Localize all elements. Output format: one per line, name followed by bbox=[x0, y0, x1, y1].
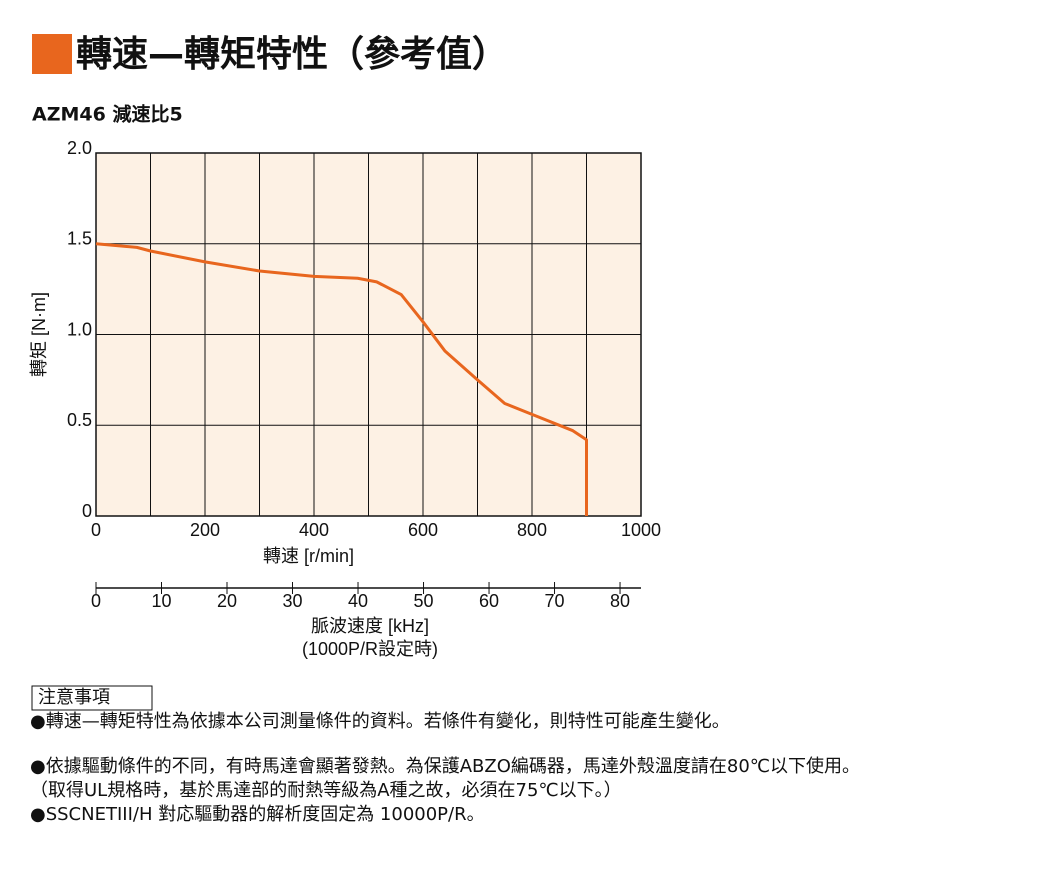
x2-axis-label: 脈波速度 [kHz] bbox=[311, 616, 429, 636]
x2-axis-sublabel: (1000P/R設定時) bbox=[302, 639, 438, 659]
title-marker bbox=[32, 34, 72, 74]
x2-tick-label: 60 bbox=[479, 591, 499, 611]
x2-tick-label: 20 bbox=[217, 591, 237, 611]
x-tick-label: 1000 bbox=[621, 520, 661, 540]
x-axis-label: 轉速 [r/min] bbox=[263, 546, 354, 566]
y-axis-label: 轉矩 [N·m] bbox=[29, 292, 49, 377]
x-tick-label: 200 bbox=[190, 520, 220, 540]
y-tick-label: 0 bbox=[82, 501, 92, 521]
x2-tick-label: 30 bbox=[282, 591, 302, 611]
x2-tick-label: 70 bbox=[545, 591, 565, 611]
y-tick-label: 1.0 bbox=[67, 319, 92, 339]
x-tick-label: 400 bbox=[299, 520, 329, 540]
x-tick-label: 800 bbox=[517, 520, 547, 540]
subtitle: AZM46 減速比5 bbox=[32, 103, 183, 126]
x2-tick-label: 40 bbox=[348, 591, 368, 611]
plot-frame bbox=[95, 152, 642, 517]
x2-tick-label: 80 bbox=[610, 591, 630, 611]
note-item: ●SSCNETIII/H 對応驅動器的解析度固定為 10000P/R。 bbox=[30, 804, 485, 825]
x2-tick-label: 50 bbox=[414, 591, 434, 611]
x-tick-label: 600 bbox=[408, 520, 438, 540]
x-tick-label: 0 bbox=[91, 520, 101, 540]
y-tick-label: 2.0 bbox=[67, 138, 92, 158]
y-tick-label: 0.5 bbox=[67, 410, 92, 430]
notes-heading: 注意事項 bbox=[38, 687, 110, 708]
x2-tick-label: 10 bbox=[151, 591, 171, 611]
notes-heading-box bbox=[31, 685, 153, 711]
note-item: ●轉速—轉矩特性為依據本公司測量條件的資料。若條件有變化，則特性可能產生變化。 bbox=[30, 711, 730, 732]
x2-tick-label: 0 bbox=[91, 591, 101, 611]
title: 轉速—轉矩特性（參考值） bbox=[76, 34, 508, 75]
torque-line bbox=[95, 242, 588, 516]
note-item: ●依據驅動條件的不同，有時馬達會顯著發熱。為保護ABZO編碼器，馬達外殼溫度請在… bbox=[30, 756, 860, 777]
y-tick-label: 1.5 bbox=[67, 229, 92, 249]
note-item: （取得UL規格時，基於馬達部的耐熱等級為A種之故，必須在75℃以下。） bbox=[30, 780, 622, 801]
